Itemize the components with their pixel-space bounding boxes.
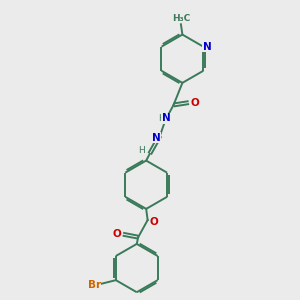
Text: Br: Br	[88, 280, 101, 290]
Text: H₃C: H₃C	[172, 14, 190, 23]
Text: N: N	[203, 42, 212, 52]
Text: O: O	[190, 98, 199, 108]
Text: O: O	[150, 218, 158, 227]
Text: O: O	[112, 229, 122, 239]
Text: N: N	[161, 113, 170, 123]
Text: H: H	[158, 114, 165, 123]
Text: N: N	[152, 133, 161, 142]
Text: H: H	[138, 146, 145, 155]
